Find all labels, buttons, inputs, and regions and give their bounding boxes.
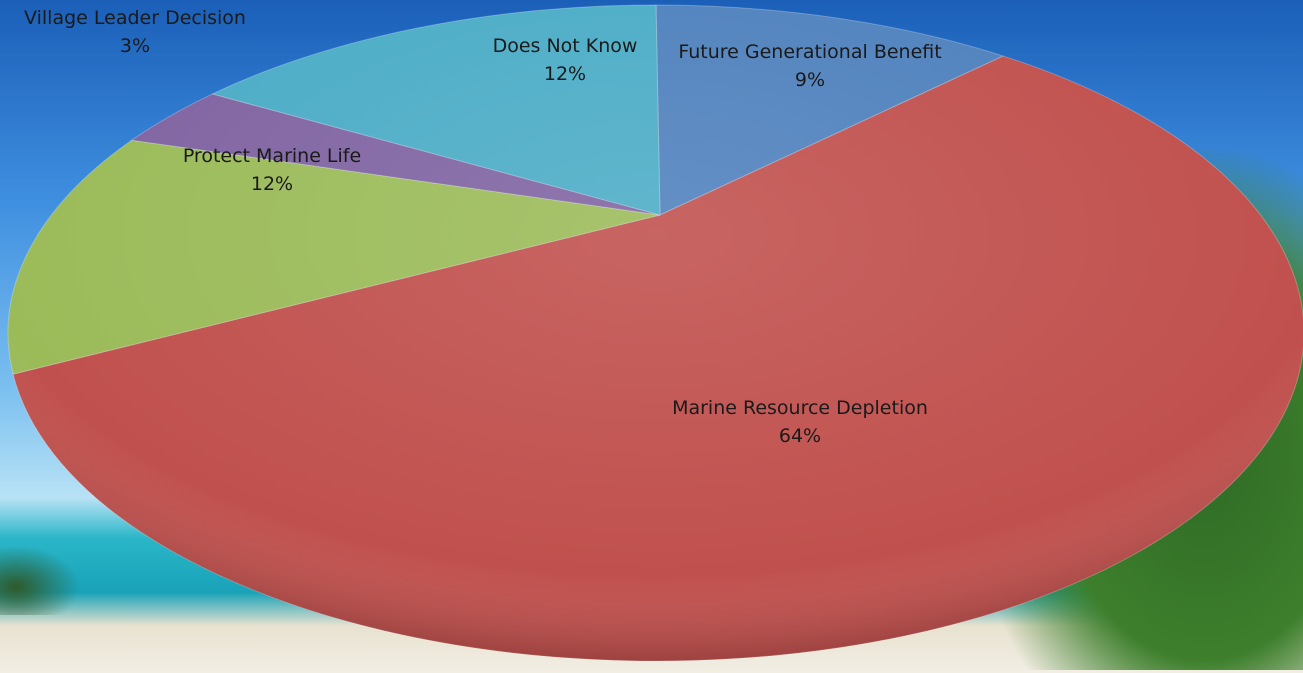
slice-label: Does Not Know — [493, 35, 638, 57]
slice-label: Village Leader Decision — [24, 7, 246, 29]
slice-value-label: 9% — [795, 69, 825, 91]
slice-value-label: 12% — [251, 173, 293, 195]
slice-value-label: 12% — [544, 63, 586, 85]
slice-value-label: 64% — [779, 425, 821, 447]
slice-value-label: 3% — [120, 35, 150, 57]
slice-label: Protect Marine Life — [183, 145, 361, 167]
slice-label: Future Generational Benefit — [678, 41, 941, 63]
slice-label: Marine Resource Depletion — [672, 397, 928, 419]
